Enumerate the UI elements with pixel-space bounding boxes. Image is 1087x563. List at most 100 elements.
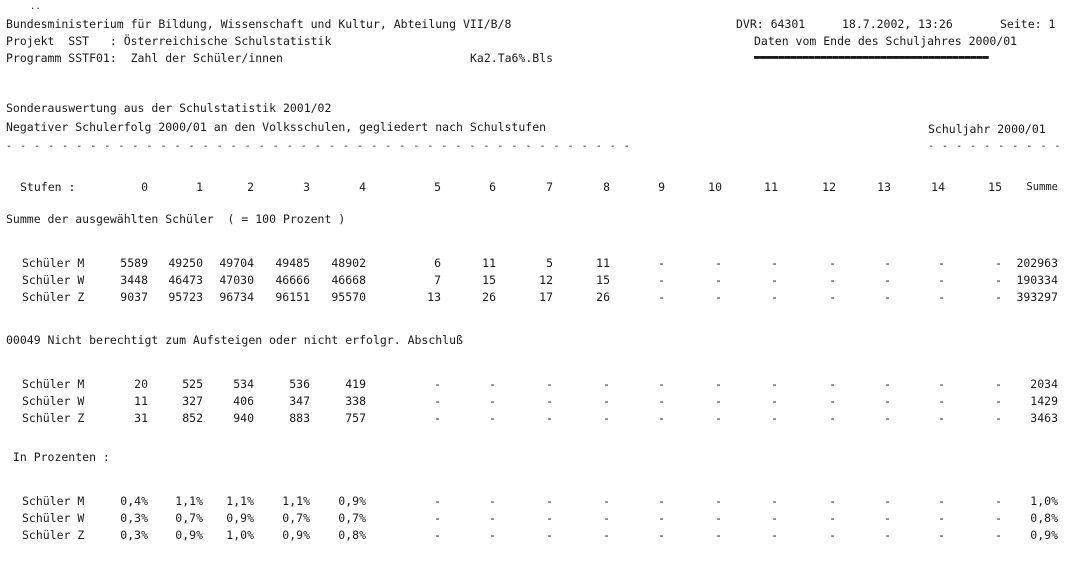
table-cell: -: [829, 394, 836, 408]
table-cell: 7: [434, 273, 441, 287]
data-note: Daten vom Ende des Schuljahres 2000/01: [754, 34, 1018, 48]
table-cell: 49704: [219, 256, 254, 270]
table-cell: 1,1%: [175, 494, 203, 508]
table-cell: 338: [345, 394, 366, 408]
table-cell: -: [546, 494, 553, 508]
table-cell: 17: [539, 290, 553, 304]
table-cell: 536: [289, 377, 310, 391]
table-cell: -: [829, 377, 836, 391]
section-heading: 00049 Nicht berechtigt zum Aufsteigen od…: [6, 333, 463, 347]
table-cell: -: [658, 494, 665, 508]
table-cell: -: [489, 494, 496, 508]
table-cell: 0,9%: [175, 528, 203, 542]
project-line: Projekt SST : Österreichische Schulstati…: [6, 34, 332, 48]
table-cell: -: [658, 511, 665, 525]
table-cell: -: [715, 394, 722, 408]
table-cell: 31: [134, 411, 148, 425]
table-cell: 0,7%: [175, 511, 203, 525]
table-cell: -: [829, 256, 836, 270]
table-cell: -: [546, 528, 553, 542]
table-cell: 0,7%: [282, 511, 310, 525]
column-header: 10: [708, 180, 722, 194]
table-cell: -: [829, 290, 836, 304]
table-cell: -: [771, 377, 778, 391]
table-cell: -: [715, 290, 722, 304]
table-cell: -: [938, 290, 945, 304]
table-cell: 95723: [168, 290, 203, 304]
table-cell: -: [546, 377, 553, 391]
table-cell: -: [434, 511, 441, 525]
row-label: Schüler Z: [22, 411, 85, 425]
column-header: 11: [764, 180, 778, 194]
table-cell: -: [829, 528, 836, 542]
table-cell: 940: [233, 411, 254, 425]
table-cell: 49485: [275, 256, 310, 270]
table-cell: -: [489, 394, 496, 408]
table-cell: -: [884, 411, 891, 425]
row-label: Schüler W: [22, 273, 85, 287]
column-header: 0: [141, 180, 148, 194]
table-cell: -: [489, 411, 496, 425]
table-cell: -: [938, 511, 945, 525]
table-cell: -: [938, 256, 945, 270]
column-header: 8: [603, 180, 610, 194]
table-cell: -: [938, 394, 945, 408]
table-cell: -: [995, 256, 1002, 270]
print-datetime: 18.7.2002, 13:26: [842, 17, 953, 31]
table-cell: 11: [134, 394, 148, 408]
table-cell: -: [829, 273, 836, 287]
table-cell: -: [995, 273, 1002, 287]
table-cell: -: [658, 377, 665, 391]
table-cell: 393297: [1016, 290, 1058, 304]
dvr-number: DVR: 64301: [736, 17, 806, 31]
table-cell: -: [434, 394, 441, 408]
table-cell: -: [658, 256, 665, 270]
table-cell: 1429: [1030, 394, 1058, 408]
table-cell: -: [715, 511, 722, 525]
table-cell: -: [995, 511, 1002, 525]
table-cell: 26: [482, 290, 496, 304]
column-header: 13: [877, 180, 891, 194]
table-cell: -: [603, 528, 610, 542]
column-header: 1: [196, 180, 203, 194]
table-cell: -: [938, 377, 945, 391]
report-subtitle: Sonderauswertung aus der Schulstatistik …: [6, 101, 332, 115]
table-cell: -: [715, 494, 722, 508]
table-cell: -: [995, 494, 1002, 508]
table-cell: -: [771, 290, 778, 304]
page-number: Seite: 1: [1000, 17, 1056, 31]
program-line: Programm SSTF01: Zahl der Schüler/innen: [6, 51, 283, 65]
table-cell: 95570: [331, 290, 366, 304]
table-cell: -: [995, 411, 1002, 425]
table-cell: -: [829, 511, 836, 525]
column-header: 14: [931, 180, 945, 194]
table-cell: 1,1%: [226, 494, 254, 508]
table-cell: 96734: [219, 290, 254, 304]
table-cell: 20: [134, 377, 148, 391]
table-cell: -: [884, 511, 891, 525]
table-cell: -: [434, 494, 441, 508]
row-label: Schüler Z: [22, 528, 85, 542]
table-cell: 0,9%: [282, 528, 310, 542]
table-cell: -: [603, 494, 610, 508]
column-header: 3: [303, 180, 310, 194]
table-cell: 852: [182, 411, 203, 425]
row-label: Schüler M: [22, 256, 85, 270]
table-cell: 5589: [120, 256, 148, 270]
table-cell: -: [715, 256, 722, 270]
table-cell: 0,3%: [120, 528, 148, 542]
table-cell: -: [489, 377, 496, 391]
table-cell: 48902: [331, 256, 366, 270]
column-header: 5: [434, 180, 441, 194]
table-cell: -: [434, 377, 441, 391]
row-label: Schüler W: [22, 394, 85, 408]
column-header: 4: [359, 180, 366, 194]
table-cell: 0,8%: [1030, 511, 1058, 525]
table-cell: -: [434, 411, 441, 425]
table-cell: 190334: [1016, 273, 1058, 287]
table-cell: -: [938, 411, 945, 425]
table-cell: -: [995, 290, 1002, 304]
table-cell: -: [771, 494, 778, 508]
table-cell: -: [884, 256, 891, 270]
